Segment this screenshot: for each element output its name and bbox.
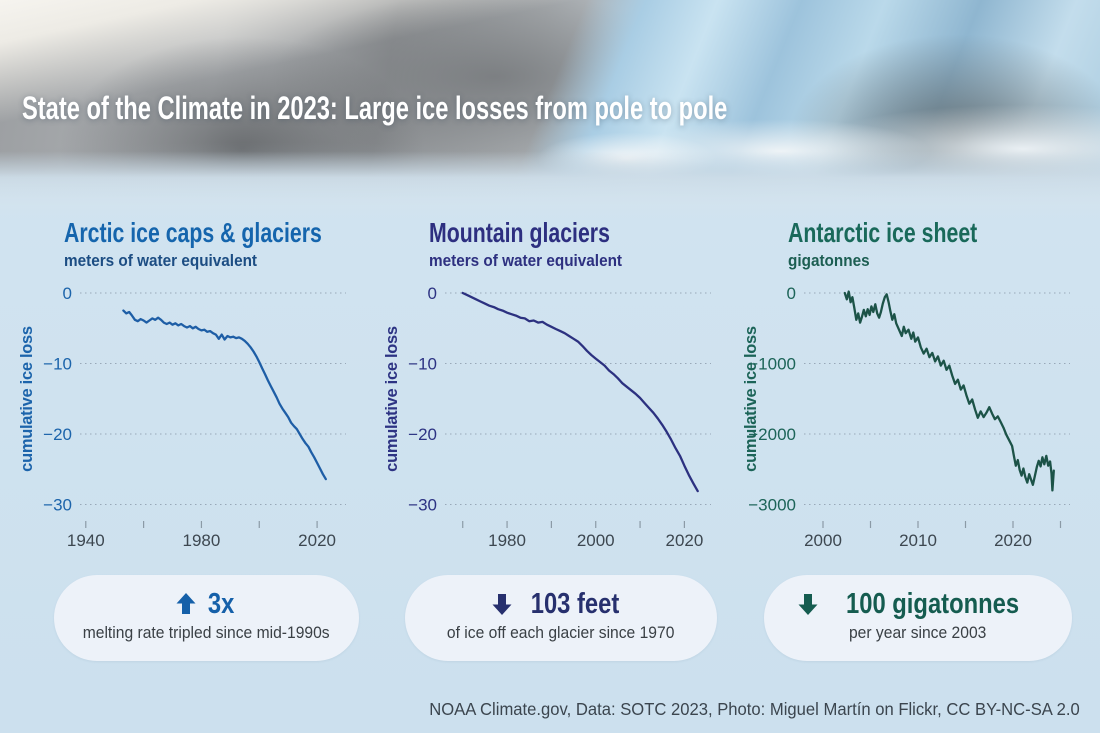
svg-text:2000: 2000 — [804, 531, 842, 550]
page-title: State of the Climate in 2023: Large ice … — [22, 90, 728, 126]
svg-text:−3000: −3000 — [748, 496, 796, 515]
arctic-line-chart: 0 −10 −20 −30 1940 1980 2020 cumulative ice los… — [18, 281, 376, 553]
down-arrow-icon — [492, 594, 512, 615]
antarctic-line-chart: 0 −1000 −2000 −3000 2000 2010 2020 cumulative i… — [742, 281, 1100, 553]
antarctic-chart-panel: Antarctic ice sheet gigatonnes 0 −1000 −20… — [742, 218, 1100, 558]
stat-value: 100 gigatonnes — [845, 588, 1020, 620]
svg-text:0: 0 — [787, 284, 796, 303]
svg-text:−30: −30 — [43, 496, 72, 515]
chart-title: Mountain glaciers — [429, 217, 610, 248]
chart-subtitle: meters of water equivalent — [64, 251, 258, 270]
svg-text:cumulative ice loss: cumulative ice loss — [18, 326, 36, 472]
svg-text:−30: −30 — [408, 496, 437, 515]
stat-description: per year since 2003 — [849, 623, 987, 642]
stat-value: 3x — [207, 588, 235, 620]
svg-text:2020: 2020 — [298, 531, 336, 550]
svg-text:2020: 2020 — [665, 531, 703, 550]
glacier-photo — [0, 0, 1100, 240]
svg-text:−10: −10 — [43, 355, 72, 374]
down-arrow-icon — [798, 594, 818, 615]
chart-title: Arctic ice caps & glaciers — [64, 217, 322, 248]
chart-subtitle: gigatonnes — [788, 251, 870, 270]
chart-title: Antarctic ice sheet — [788, 217, 978, 248]
stat-value: 103 feet — [531, 588, 620, 620]
svg-text:1980: 1980 — [183, 531, 221, 550]
svg-text:2020: 2020 — [994, 531, 1032, 550]
mountain-chart-panel: Mountain glaciers meters of water equiva… — [383, 218, 743, 558]
svg-text:1940: 1940 — [67, 531, 105, 550]
svg-text:cumulative ice loss: cumulative ice loss — [742, 326, 760, 472]
stat-description: melting rate tripled since mid-1990s — [83, 623, 330, 642]
arctic-chart-panel: Arctic ice caps & glaciers meters of wat… — [18, 218, 378, 558]
svg-text:1980: 1980 — [488, 531, 526, 550]
svg-text:−20: −20 — [408, 425, 437, 444]
svg-text:0: 0 — [428, 284, 437, 303]
svg-text:cumulative ice loss: cumulative ice loss — [383, 326, 401, 472]
mountain-line-chart: 0 −10 −20 −30 1980 2000 2020 cumulative ice los… — [383, 281, 741, 553]
svg-text:2000: 2000 — [577, 531, 615, 550]
stat-badge-antarctic: 100 gigatonnes per year since 2003 — [764, 575, 1072, 661]
svg-text:0: 0 — [63, 284, 72, 303]
credit-line: NOAA Climate.gov, Data: SOTC 2023, Photo… — [429, 699, 1080, 719]
svg-text:−2000: −2000 — [748, 425, 796, 444]
svg-text:−10: −10 — [408, 355, 437, 374]
svg-text:2010: 2010 — [899, 531, 937, 550]
svg-text:−1000: −1000 — [748, 355, 796, 374]
stat-description: of ice off each glacier since 1970 — [447, 623, 675, 642]
stat-badge-arctic: 3x melting rate tripled since mid-1990s — [54, 575, 359, 661]
stat-badge-mountain: 103 feet of ice off each glacier since 1… — [405, 575, 717, 661]
chart-subtitle: meters of water equivalent — [429, 251, 623, 270]
up-arrow-icon — [176, 593, 196, 614]
svg-text:−20: −20 — [43, 425, 72, 444]
